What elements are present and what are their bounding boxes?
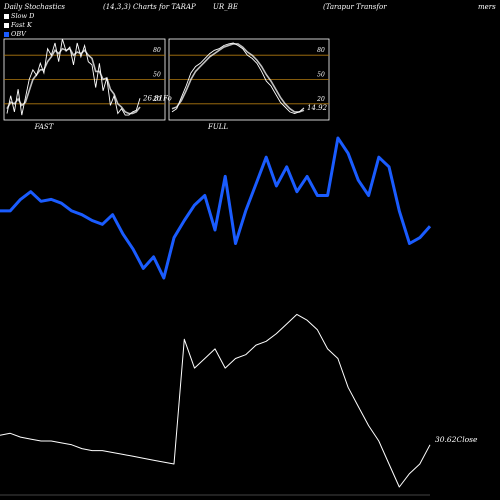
legend-label: Fast K — [11, 21, 32, 29]
level-label-50: 50 — [153, 72, 161, 79]
chart-title-part-1: Daily Stochastics — [4, 3, 66, 11]
chart-title-part-2: (14,3,3) Charts for TARAP — [103, 3, 196, 11]
legend-swatch — [4, 13, 9, 19]
last-value-label: 26.81Fo — [142, 94, 172, 102]
level-label-20: 20 — [152, 96, 161, 103]
series-line-fast-k — [6, 38, 141, 116]
series-line-fast-k — [171, 42, 305, 114]
legend-item-slow-d: Slow D — [4, 12, 34, 20]
legend-swatch — [4, 22, 9, 28]
legend-label: OBV — [11, 30, 26, 38]
chart-title-part-4: (Tarapur Transfor — [323, 3, 387, 11]
full-stochastic-panel: 20 50 80 14.92 FULL — [168, 38, 330, 131]
panel-label: FAST — [34, 123, 55, 131]
panel-label: FULL — [207, 123, 228, 131]
chart-title-part-5: mers — [478, 3, 496, 11]
level-label-80: 80 — [317, 47, 325, 54]
last-value-label: 14.92 — [307, 104, 328, 112]
legend-item-fast-k: Fast K — [4, 21, 32, 29]
obv-close-panel: 30.62Close — [0, 136, 478, 496]
series-line-slow-d — [6, 47, 141, 115]
fast-stochastic-panel: 20 50 80 26.81Fo FAST — [3, 38, 172, 131]
series-line-slow-d — [171, 43, 305, 113]
level-label-20: 20 — [316, 96, 325, 103]
level-label-80: 80 — [153, 47, 161, 54]
series-line-obv — [0, 136, 432, 280]
legend-label: Slow D — [11, 12, 35, 20]
legend-swatch — [4, 31, 9, 37]
close-value-label: 30.62Close — [435, 435, 478, 444]
level-label-50: 50 — [317, 72, 325, 79]
chart-title-part-3: UR_BE — [213, 3, 238, 11]
legend-item-obv: OBV — [4, 30, 26, 38]
series-line-close — [0, 313, 431, 488]
